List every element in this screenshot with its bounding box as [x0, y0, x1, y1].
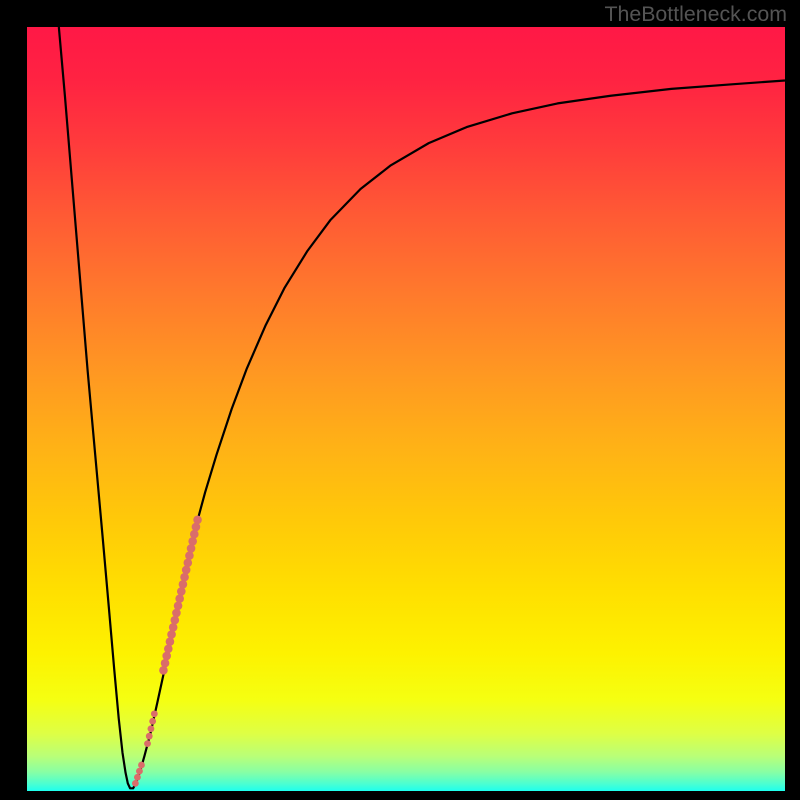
highlight-marker-dot: [144, 740, 151, 747]
highlight-marker-dot: [175, 594, 184, 603]
highlight-marker-dot: [146, 733, 153, 740]
plot-area: [27, 27, 785, 791]
highlight-marker-dot: [174, 601, 183, 610]
highlight-marker-dot: [162, 652, 171, 661]
highlight-marker-dot: [138, 762, 145, 769]
highlight-marker-dot: [180, 573, 189, 582]
highlight-marker-dot: [148, 725, 155, 732]
highlight-marker-dot: [159, 666, 168, 675]
highlight-marker-dot: [134, 774, 141, 781]
chart-frame: TheBottleneck.com: [0, 0, 800, 800]
highlight-marker-dot: [172, 609, 181, 618]
attribution-watermark: TheBottleneck.com: [604, 2, 787, 27]
plot-background: [27, 27, 785, 791]
highlight-marker-dot: [179, 580, 188, 589]
highlight-marker-dot: [184, 558, 193, 567]
highlight-marker-dot: [161, 659, 170, 668]
highlight-marker-dot: [136, 768, 143, 775]
highlight-marker-dot: [171, 616, 180, 625]
highlight-marker-dot: [190, 530, 199, 539]
highlight-marker-dot: [149, 718, 156, 725]
highlight-marker-dot: [177, 587, 186, 596]
highlight-marker-dot: [193, 515, 202, 524]
plot-svg: [27, 27, 785, 791]
highlight-marker-dot: [166, 637, 175, 646]
highlight-marker-dot: [192, 523, 201, 532]
highlight-marker-dot: [132, 780, 139, 787]
highlight-marker-dot: [185, 551, 194, 560]
highlight-marker-dot: [187, 544, 196, 553]
highlight-marker-dot: [188, 537, 197, 546]
highlight-marker-dot: [167, 630, 176, 639]
highlight-marker-dot: [151, 710, 158, 717]
highlight-marker-dot: [169, 623, 178, 632]
highlight-marker-dot: [164, 644, 173, 653]
highlight-marker-dot: [182, 566, 191, 575]
